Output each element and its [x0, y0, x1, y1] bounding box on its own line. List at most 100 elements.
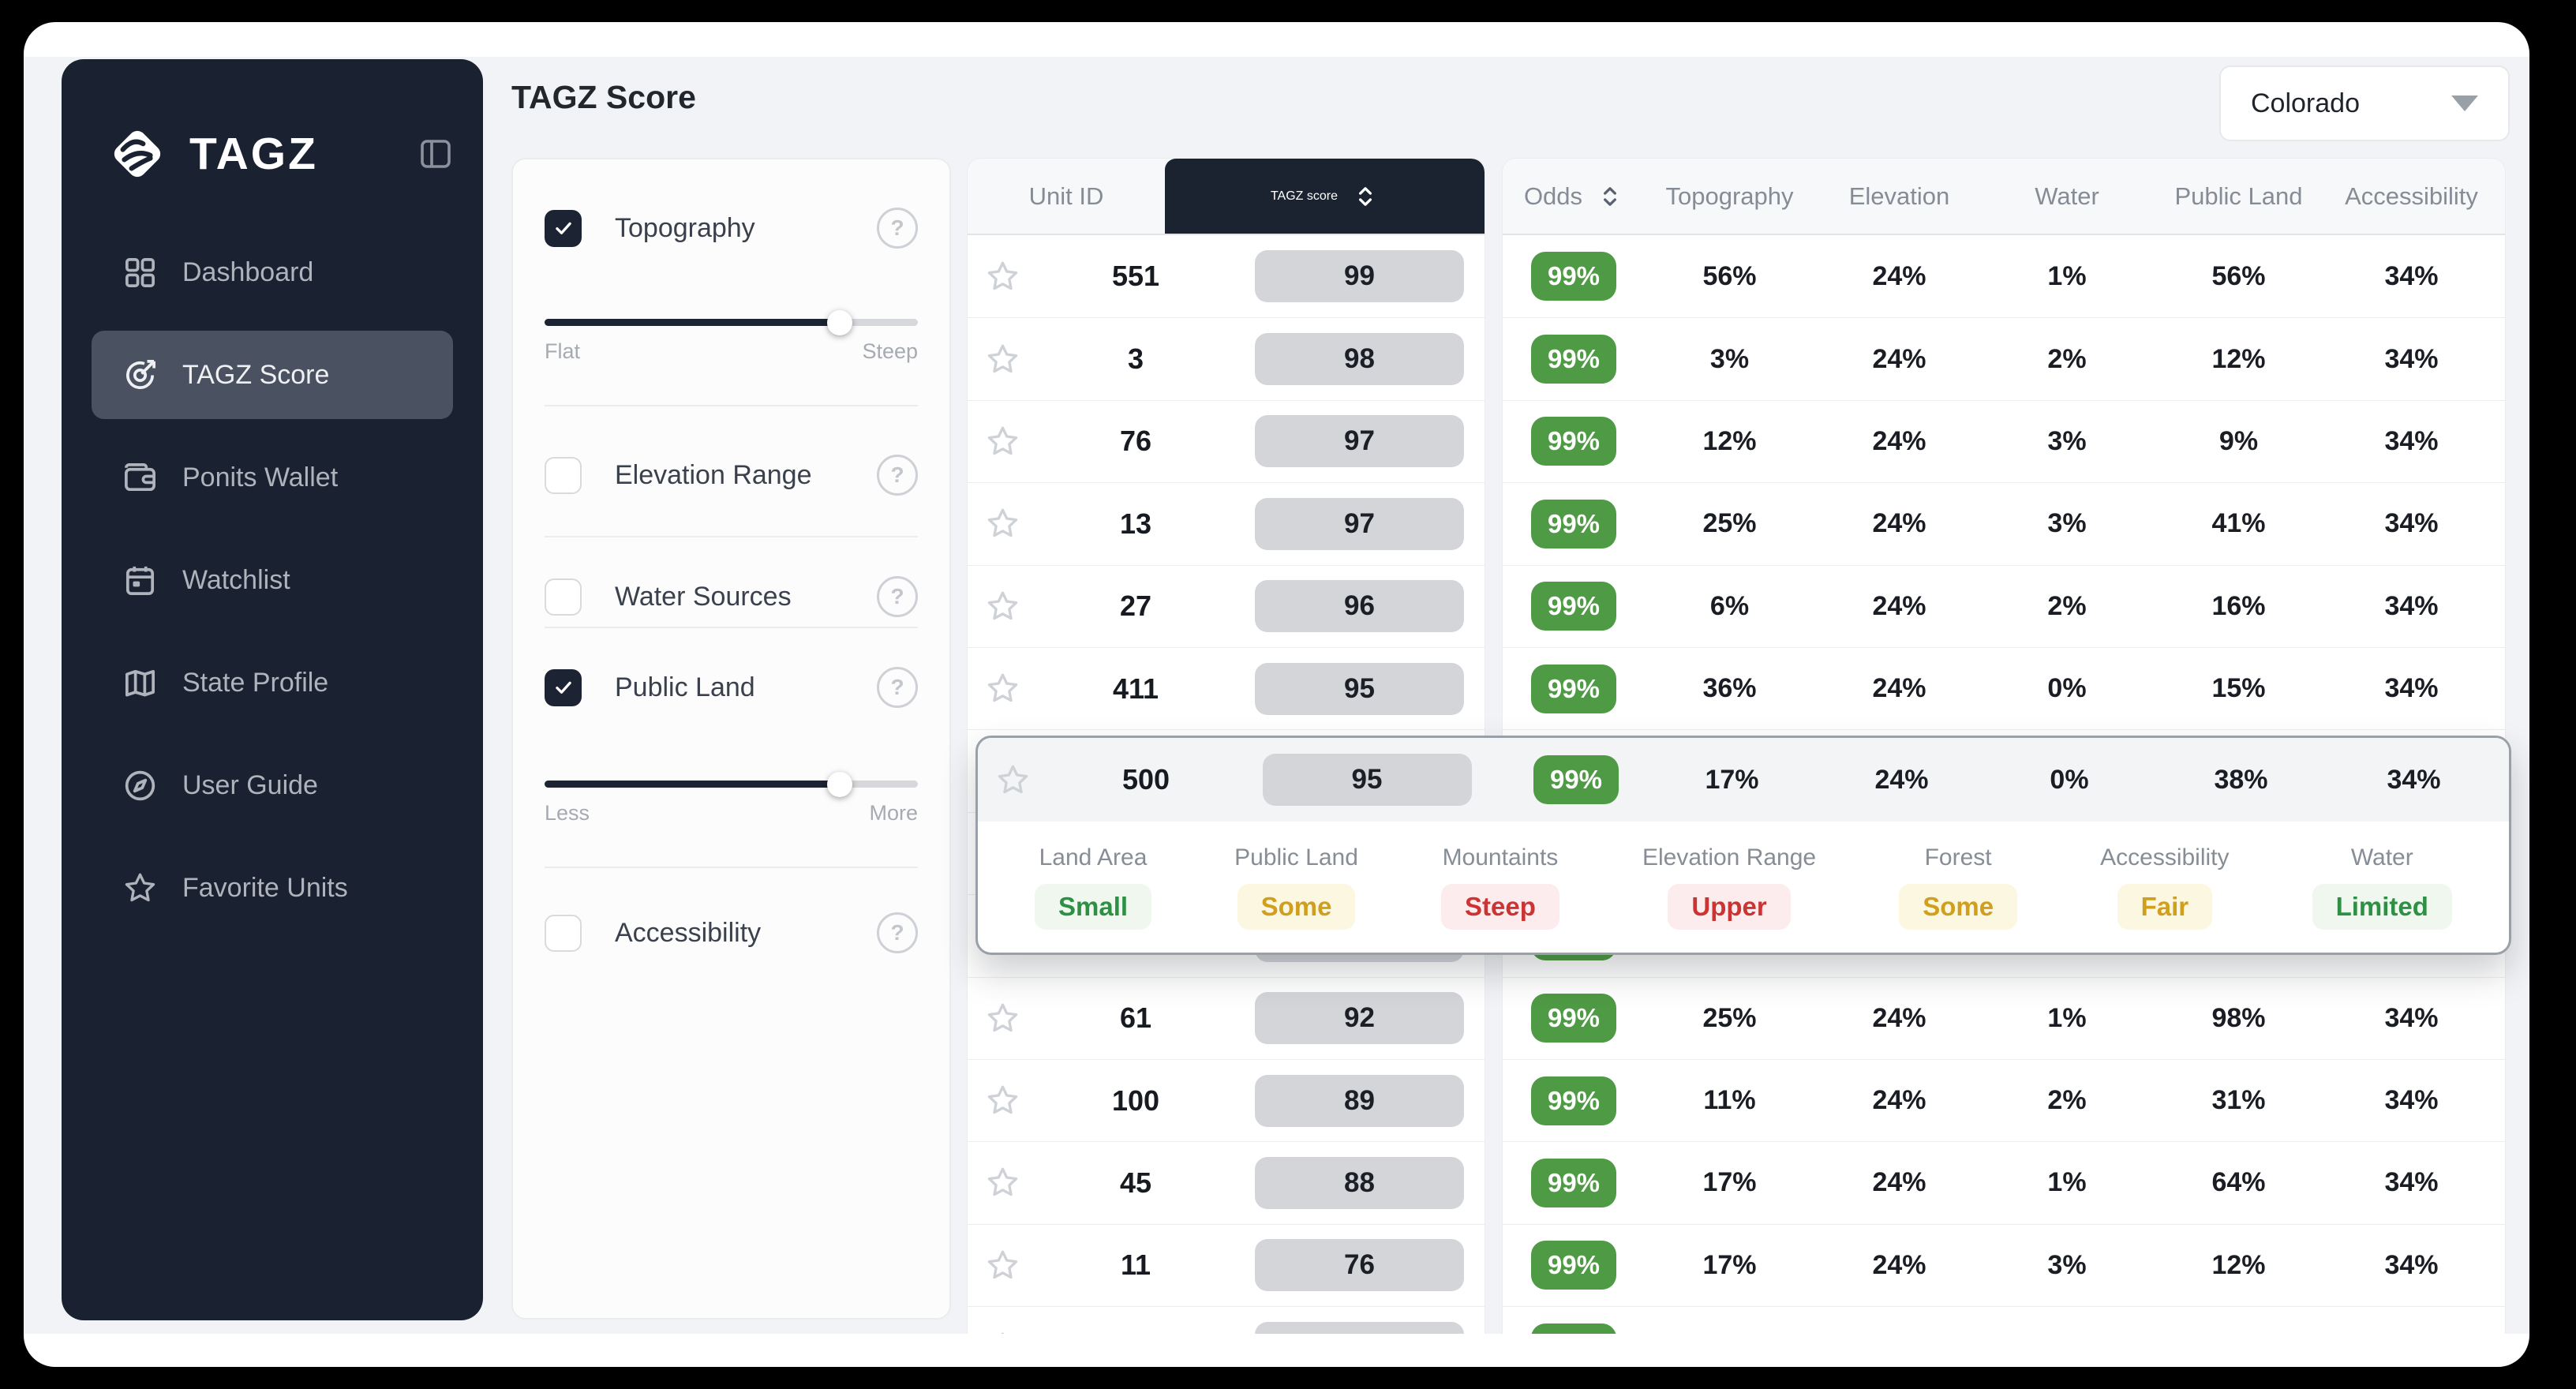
- stat-cell: 17%: [1702, 1249, 1757, 1280]
- favorite-star-icon[interactable]: [968, 423, 1037, 460]
- brand-name: TAGZ: [189, 129, 318, 179]
- table-row[interactable]: 99% 17% 24% 3% 12% 34%: [1503, 1223, 2505, 1306]
- sidebar-item-watchlist[interactable]: Watchlist: [92, 536, 453, 624]
- table-row[interactable]: 76 97: [968, 399, 1485, 482]
- filter-row-water-sources: Water Sources?: [545, 569, 918, 624]
- tagz-score-pill: 98: [1255, 333, 1464, 386]
- sidebar-item-state-profile[interactable]: State Profile: [92, 638, 453, 727]
- filter-row-topography: Topography?: [545, 200, 918, 256]
- table-row[interactable]: 99% 36% 24% 0% 15% 34%: [1503, 646, 2505, 729]
- filter-row-accessibility: Accessibility?: [545, 905, 918, 960]
- state-select[interactable]: Colorado: [2219, 66, 2510, 141]
- detail-land-area: Land Area Small: [1035, 844, 1152, 930]
- slider-topography[interactable]: [545, 309, 918, 335]
- slider-handle[interactable]: [826, 310, 852, 335]
- star-icon: [122, 870, 159, 907]
- unit-id-cell: 500: [1121, 763, 1170, 796]
- unit-id-cell: 411: [1112, 672, 1159, 705]
- table-row[interactable]: 99% 3% 24% 2% 12% 34%: [1503, 317, 2505, 399]
- favorite-star-icon[interactable]: [978, 762, 1047, 799]
- sidebar-item-favorite-units[interactable]: Favorite Units: [92, 844, 453, 932]
- odds-pill: 99%: [1531, 252, 1616, 301]
- stat-cell: 25%: [1702, 508, 1757, 539]
- favorite-star-icon[interactable]: [968, 1247, 1037, 1284]
- table-row[interactable]: 99% 56% 24% 1% 56% 34%: [1503, 235, 2505, 317]
- checkbox-accessibility[interactable]: [545, 914, 582, 952]
- stat-cell: 24%: [1872, 590, 1926, 621]
- sidebar-item-user-guide[interactable]: User Guide: [92, 741, 453, 829]
- filter-label: Water Sources: [615, 581, 792, 612]
- column-header-odds[interactable]: Odds: [1503, 159, 1645, 234]
- slider-max-label: Steep: [862, 339, 918, 363]
- favorite-star-icon[interactable]: [968, 1164, 1037, 1201]
- unit-id-cell: 61: [1119, 1002, 1152, 1035]
- table-row[interactable]: 3 98: [968, 317, 1485, 399]
- table-row[interactable]: 99% 11% 24% 2% 31% 34%: [1503, 1058, 2505, 1141]
- table-row[interactable]: 99% 17% 24% 1% 64% 34%: [1503, 1141, 2505, 1223]
- unit-id-cell: 551: [1111, 260, 1160, 293]
- table-row[interactable]: 99% 12% 24% 3% 9% 34%: [1503, 399, 2505, 482]
- sidebar-item-dashboard[interactable]: Dashboard: [92, 228, 453, 316]
- stat-cell: 24%: [1872, 343, 1926, 374]
- table-row[interactable]: 11 76: [968, 1223, 1485, 1306]
- stat-cell: 24%: [1872, 1085, 1926, 1116]
- table-row[interactable]: 99% 25% 24% 1% 98% 34%: [1503, 976, 2505, 1059]
- checkbox-water-sources[interactable]: [545, 578, 582, 616]
- favorite-star-icon[interactable]: [968, 588, 1037, 625]
- column-header-label: Elevation: [1848, 182, 1950, 210]
- favorite-star-icon[interactable]: [968, 1329, 1037, 1334]
- detail-label: Land Area: [1039, 844, 1148, 870]
- favorite-star-icon[interactable]: [968, 505, 1037, 542]
- table-row[interactable]: 99% 6% 24% 2% 16% 34%: [1503, 564, 2505, 647]
- stat-cell: 34%: [2384, 673, 2439, 704]
- slider-public-land[interactable]: [545, 771, 918, 797]
- help-icon[interactable]: ?: [877, 912, 918, 953]
- column-header-unit-id: Unit ID: [1028, 182, 1104, 210]
- checkbox-elevation-range[interactable]: [545, 456, 582, 494]
- stat-cell: 1%: [2047, 1167, 2087, 1198]
- table-row[interactable]: 100 89: [968, 1058, 1485, 1141]
- column-header-tagz-score[interactable]: TAGZ score: [1165, 159, 1485, 234]
- slider-handle[interactable]: [826, 772, 852, 797]
- table-row-obscured[interactable]: [968, 1306, 1485, 1334]
- favorite-star-icon[interactable]: [968, 258, 1037, 295]
- favorite-star-icon[interactable]: [968, 670, 1037, 707]
- help-icon[interactable]: ?: [877, 667, 918, 708]
- unit-id-cell: 13: [1119, 507, 1152, 540]
- table-row[interactable]: 27 96: [968, 564, 1485, 647]
- sidebar-item-ponits-wallet[interactable]: Ponits Wallet: [92, 433, 453, 522]
- favorite-star-icon[interactable]: [968, 341, 1037, 378]
- table-row[interactable]: 99% 25% 24% 3% 41% 34%: [1503, 482, 2505, 564]
- detail-label: Accessibility: [2100, 844, 2230, 870]
- help-icon[interactable]: ?: [877, 455, 918, 496]
- column-header-topography: Topography: [1645, 159, 1814, 234]
- sidebar: TAGZ Dashboard TAGZ Score Ponits Wallet Wat…: [62, 59, 483, 1320]
- sort-chevrons-icon[interactable]: [1352, 183, 1379, 210]
- stat-cell: 34%: [2384, 343, 2439, 374]
- table-row-obscured[interactable]: [1503, 1306, 2505, 1334]
- table-row[interactable]: 13 97: [968, 482, 1485, 564]
- odds-pill: 99%: [1531, 417, 1616, 466]
- stat-cell: 24%: [1872, 425, 1926, 456]
- favorite-star-icon[interactable]: [968, 1000, 1037, 1037]
- filter-divider: [545, 867, 918, 868]
- odds-pill: 99%: [1531, 1076, 1616, 1125]
- checkbox-topography[interactable]: [545, 209, 582, 247]
- stat-cell: 16%: [2211, 590, 2266, 621]
- column-header-accessibility: Accessibility: [2327, 159, 2496, 234]
- expanded-row-overlay[interactable]: 500 95 99% 17% 24% 0% 38% 34% Land Area Small Pub…: [975, 736, 2511, 955]
- sort-chevrons-icon[interactable]: [1597, 183, 1623, 210]
- table-row[interactable]: 551 99: [968, 235, 1485, 317]
- table-row[interactable]: 61 92: [968, 976, 1485, 1059]
- sidebar-collapse-icon[interactable]: [417, 135, 455, 173]
- help-icon[interactable]: ?: [877, 576, 918, 617]
- odds-pill: 99%: [1531, 1241, 1616, 1290]
- checkbox-public-land[interactable]: [545, 668, 582, 706]
- tagz-score-pill: 97: [1255, 415, 1464, 468]
- table-row[interactable]: 411 95: [968, 646, 1485, 729]
- favorite-star-icon[interactable]: [968, 1082, 1037, 1119]
- stat-cell: 0%: [2047, 673, 2087, 704]
- help-icon[interactable]: ?: [877, 208, 918, 249]
- table-row[interactable]: 45 88: [968, 1141, 1485, 1223]
- sidebar-item-tagz-score[interactable]: TAGZ Score: [92, 331, 453, 419]
